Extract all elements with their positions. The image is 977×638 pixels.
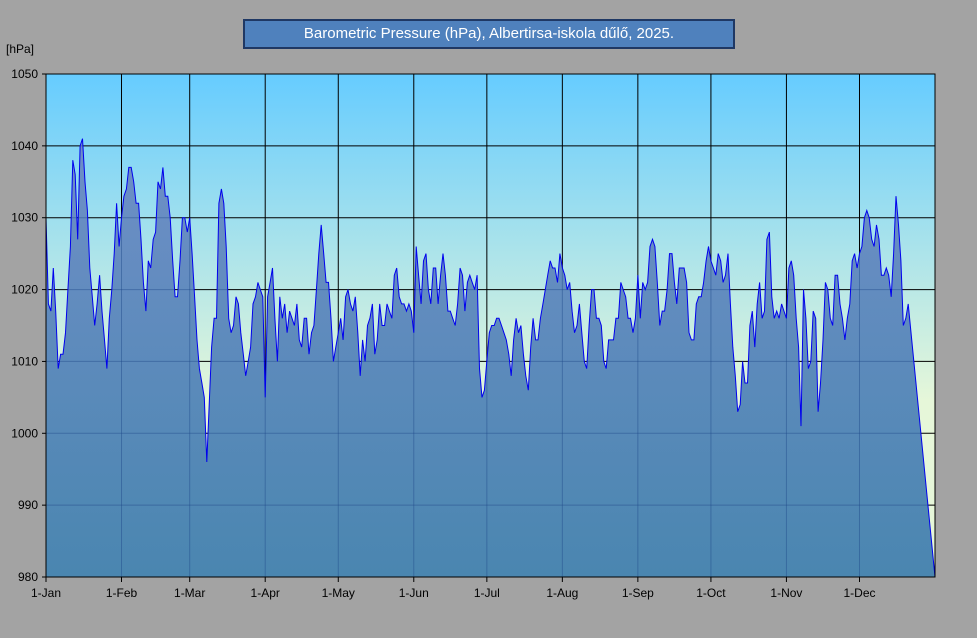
pressure-area [46, 138, 935, 577]
x-tick-label: 1-Dec [843, 586, 875, 600]
y-tick-label: 990 [18, 498, 38, 512]
y-tick-label: 1040 [11, 139, 38, 153]
x-tick-label: 1-May [322, 586, 355, 600]
chart-title: Barometric Pressure (hPa), Albertirsa-is… [243, 19, 735, 49]
x-tick-label: 1-Feb [106, 586, 138, 600]
y-tick-label: 1020 [11, 283, 38, 297]
x-tick-label: 1-Aug [546, 586, 578, 600]
x-tick-label: 1-Sep [622, 586, 654, 600]
y-axis-unit-label: [hPa] [6, 42, 35, 56]
y-tick-label: 1050 [11, 67, 38, 81]
y-tick-label: 1000 [11, 426, 38, 440]
pressure-line [45, 138, 936, 578]
x-tick-label: 1-Jan [31, 586, 61, 600]
x-tick-label: 1-Jun [399, 586, 429, 600]
y-tick-label: 1010 [11, 354, 38, 368]
plot-border [45, 73, 936, 578]
x-tick-label: 1-Oct [696, 586, 726, 600]
x-tick-label: 1-Apr [251, 586, 280, 600]
y-tick-label: 1030 [11, 211, 38, 225]
x-tick-label: 1-Mar [174, 586, 205, 600]
x-tick-label: 1-Nov [770, 586, 802, 600]
x-tick-label: 1-Jul [474, 586, 500, 600]
y-tick-label: 980 [18, 570, 38, 584]
